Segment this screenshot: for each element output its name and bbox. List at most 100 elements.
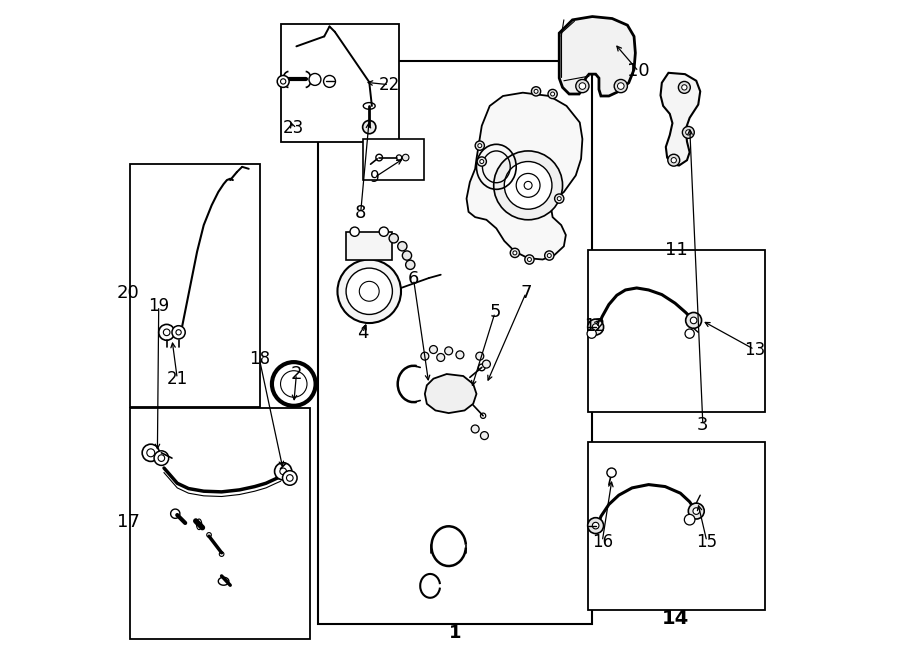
Circle shape [579, 83, 586, 89]
Text: 16: 16 [591, 532, 613, 551]
Circle shape [324, 75, 336, 87]
Circle shape [398, 242, 407, 251]
Circle shape [681, 85, 687, 90]
Circle shape [693, 508, 699, 514]
Text: 15: 15 [697, 532, 717, 551]
Circle shape [142, 444, 159, 461]
Circle shape [548, 89, 557, 99]
Text: 13: 13 [744, 340, 765, 359]
Circle shape [359, 281, 379, 301]
Circle shape [478, 144, 482, 148]
Bar [318, 61, 592, 624]
Circle shape [346, 268, 392, 314]
Circle shape [544, 251, 554, 260]
Text: 6: 6 [408, 270, 419, 289]
Circle shape [517, 173, 540, 197]
Circle shape [679, 81, 690, 93]
Circle shape [531, 87, 541, 96]
Text: 18: 18 [248, 350, 270, 368]
Circle shape [436, 354, 445, 361]
Circle shape [445, 347, 453, 355]
Text: 10: 10 [627, 62, 650, 81]
Polygon shape [425, 374, 476, 413]
Circle shape [685, 329, 694, 338]
Circle shape [472, 425, 479, 433]
Circle shape [286, 475, 293, 481]
Circle shape [158, 324, 175, 340]
Circle shape [379, 227, 389, 236]
Circle shape [158, 455, 165, 461]
Circle shape [587, 329, 597, 338]
Bar [130, 408, 310, 639]
Text: 5: 5 [490, 303, 500, 322]
Circle shape [176, 330, 181, 335]
Circle shape [281, 371, 307, 397]
Circle shape [406, 260, 415, 269]
Text: 9: 9 [370, 170, 380, 185]
Circle shape [513, 251, 517, 255]
Circle shape [671, 158, 677, 163]
Bar [588, 442, 765, 610]
Text: 19: 19 [148, 297, 169, 315]
Text: 22: 22 [379, 75, 400, 94]
Circle shape [510, 248, 519, 258]
Circle shape [338, 260, 401, 323]
Circle shape [551, 92, 554, 96]
Circle shape [456, 351, 464, 359]
Text: 2: 2 [291, 365, 302, 383]
Circle shape [527, 258, 531, 261]
Circle shape [429, 346, 437, 354]
Circle shape [525, 255, 534, 264]
Circle shape [421, 352, 428, 360]
Circle shape [283, 471, 297, 485]
Circle shape [524, 181, 532, 189]
Circle shape [592, 324, 598, 330]
Circle shape [682, 126, 694, 138]
Circle shape [280, 468, 286, 475]
Text: 7: 7 [520, 283, 532, 302]
Circle shape [592, 522, 598, 529]
Bar [363, 139, 424, 180]
Text: 11: 11 [665, 241, 688, 260]
Circle shape [481, 432, 489, 440]
Circle shape [475, 141, 484, 150]
Circle shape [482, 360, 491, 368]
Circle shape [402, 251, 411, 260]
Circle shape [402, 154, 409, 161]
Circle shape [686, 130, 691, 135]
Circle shape [614, 79, 627, 93]
Text: 1: 1 [449, 624, 462, 642]
Circle shape [688, 503, 704, 519]
Circle shape [480, 160, 484, 164]
Text: 20: 20 [117, 283, 140, 302]
Text: 8: 8 [355, 204, 366, 222]
Text: 17: 17 [117, 512, 140, 531]
Circle shape [476, 352, 484, 360]
Circle shape [154, 451, 168, 465]
Circle shape [686, 312, 702, 328]
Circle shape [576, 79, 589, 93]
Circle shape [554, 194, 564, 203]
Circle shape [363, 120, 376, 134]
Text: 12: 12 [584, 316, 605, 335]
Circle shape [617, 83, 624, 89]
Circle shape [274, 463, 292, 480]
Circle shape [504, 162, 552, 209]
Text: 14: 14 [662, 610, 688, 628]
Circle shape [147, 449, 155, 457]
Circle shape [309, 73, 321, 85]
Circle shape [607, 468, 616, 477]
Circle shape [164, 329, 170, 336]
Text: 23: 23 [283, 119, 303, 138]
Circle shape [389, 234, 399, 243]
Circle shape [477, 157, 486, 166]
Circle shape [547, 254, 552, 258]
Polygon shape [466, 93, 582, 260]
Circle shape [281, 79, 286, 84]
Text: 21: 21 [166, 369, 188, 388]
Circle shape [668, 154, 680, 166]
Circle shape [684, 514, 695, 525]
Circle shape [690, 317, 697, 324]
Circle shape [494, 151, 562, 220]
Bar [281, 24, 399, 142]
